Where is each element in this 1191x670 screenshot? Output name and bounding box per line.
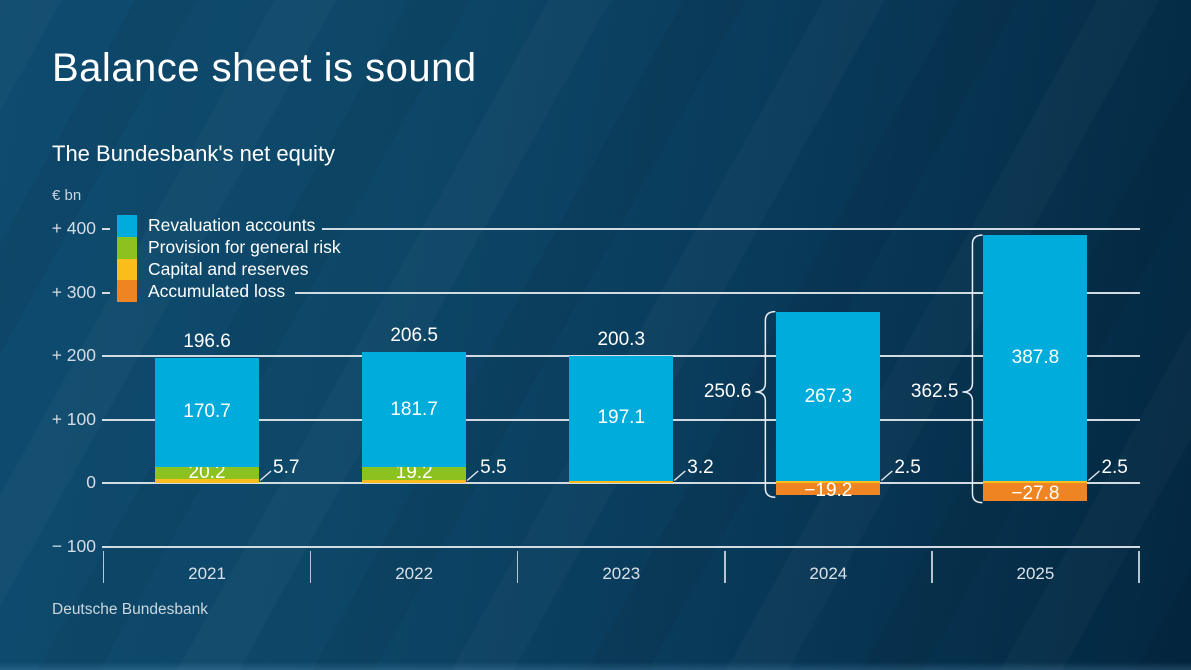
y-axis-tick-label: + 100 (51, 408, 96, 429)
gridline-400 (322, 228, 1140, 230)
y-axis-tick-label: + 300 (51, 281, 96, 302)
bar-segment-revaluation-2021 (155, 358, 260, 467)
bar-value-capital-2022: 5.5 (480, 457, 507, 478)
y-axis-tick-label: 0 (86, 472, 96, 492)
bracket-2024 (755, 310, 776, 498)
source-label: Deutsche Bundesbank (52, 601, 208, 618)
page-title: Balance sheet is sound (52, 46, 477, 90)
bar-value-capital-2023: 3.2 (687, 457, 714, 478)
x-axis-tick (931, 551, 933, 583)
bar-value-capital-2025: 2.5 (1101, 457, 1128, 478)
bottom-edge-highlight (0, 662, 1191, 670)
x-axis-label-2022: 2022 (395, 564, 434, 583)
net-total-2022: 206.5 (390, 324, 438, 346)
y-axis-tick-label: + 200 (51, 345, 96, 365)
gridline--100 (102, 545, 1140, 548)
x-axis-tick (102, 551, 105, 583)
unit-label: € bn (52, 187, 82, 204)
bar-segment-capital-2024 (776, 481, 881, 483)
bar-segment-capital-2025 (983, 481, 1088, 483)
bar-value-capital-2024: 2.5 (894, 457, 921, 478)
bracket-2025 (962, 234, 983, 504)
legend-swatch-provision (117, 236, 137, 259)
bar-segment-capital-2021 (155, 479, 260, 483)
bar-segment-capital-2022 (362, 479, 467, 483)
x-axis-tick (1138, 551, 1140, 583)
gridline-300 (102, 291, 110, 294)
bar-value-revaluation-2024: 267.3 (804, 385, 853, 407)
bar-segment-provision-2022 (362, 467, 467, 480)
y-axis-tick-label: + 400 (51, 218, 96, 238)
callout-line-capital-2021 (259, 470, 272, 481)
bar-value-capital-2021: 5.7 (273, 457, 300, 478)
legend-label-capital: Capital and reserves (148, 258, 309, 279)
net-total-2023: 200.3 (597, 328, 646, 350)
net-total-2025: 362.5 (910, 381, 959, 402)
bar-value-revaluation-2023: 197.1 (597, 407, 646, 429)
chart-title: The Bundesbank's net equity (52, 141, 336, 166)
bar-value-loss-2025: −27.8 (1011, 482, 1060, 504)
bar-segment-revaluation-2023 (569, 355, 674, 481)
gridline-400 (102, 228, 110, 230)
bar-value-revaluation-2025: 387.8 (1011, 347, 1060, 369)
bar-value-provision-2022: 19.2 (395, 462, 433, 484)
bar-segment-revaluation-2025 (983, 235, 1088, 482)
gridline-0 (102, 482, 1140, 484)
bar-segment-revaluation-2022 (362, 351, 467, 468)
y-axis-tick-label: − 100 (51, 535, 96, 556)
bar-segment-loss-2024 (776, 483, 881, 496)
gridline-300 (295, 291, 1140, 294)
legend-label-revaluation: Revaluation accounts (148, 215, 316, 236)
bar-value-revaluation-2022: 181.7 (390, 398, 438, 420)
x-axis-label-2021: 2021 (188, 564, 226, 583)
bar-value-provision-2021: 20.2 (188, 461, 226, 483)
bar-segment-capital-2023 (569, 480, 674, 483)
x-axis-label-2024: 2024 (809, 564, 848, 583)
x-axis-tick (724, 551, 726, 583)
net-total-2021: 196.6 (183, 331, 231, 353)
x-axis-tick (516, 551, 519, 583)
legend-swatch-capital (117, 258, 137, 281)
callout-line-capital-2025 (1088, 470, 1100, 481)
bar-segment-revaluation-2024 (776, 311, 881, 482)
callout-line-capital-2024 (880, 470, 893, 481)
x-axis-label-2025: 2025 (1016, 564, 1055, 583)
bar-value-revaluation-2021: 170.7 (183, 401, 231, 423)
bar-value-loss-2024: −19.2 (804, 480, 853, 502)
callout-line-capital-2023 (673, 470, 686, 481)
callout-line-capital-2022 (466, 470, 479, 481)
x-axis-tick (309, 551, 312, 583)
legend-label-provision: Provision for general risk (148, 237, 341, 258)
legend-swatch-loss (117, 280, 137, 302)
legend-swatch-revaluation (117, 215, 137, 237)
bar-segment-provision-2021 (155, 466, 260, 480)
x-axis-label-2023: 2023 (602, 564, 641, 583)
legend-label-loss: Accumulated loss (148, 280, 286, 301)
bar-segment-loss-2025 (983, 483, 1088, 501)
net-total-2024: 250.6 (703, 381, 752, 402)
